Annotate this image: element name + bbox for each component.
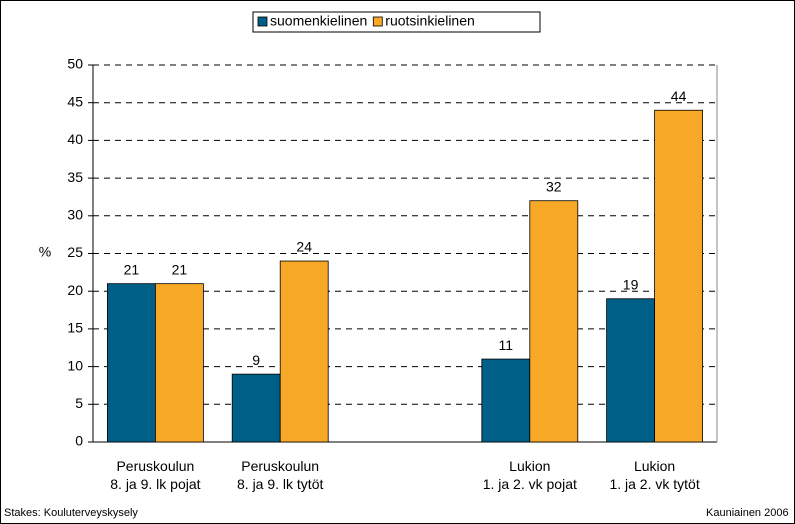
legend-label: ruotsinkielinen [385, 13, 475, 29]
bar [279, 260, 329, 443]
data-label: 44 [671, 88, 687, 104]
legend-swatch [372, 16, 383, 27]
data-label: 24 [296, 239, 312, 255]
y-tick-label: 15 [67, 320, 83, 336]
y-tick-label: 10 [67, 357, 83, 373]
x-tick-label: Lukion 1. ja 2. vk pojat [482, 458, 577, 492]
y-tick-label: 50 [67, 56, 83, 72]
data-label: 32 [546, 178, 562, 194]
legend-box [252, 11, 541, 33]
legend-swatch [257, 16, 268, 27]
bar [481, 358, 531, 443]
bar [107, 283, 156, 443]
footer: Kauniainen 2006 [706, 507, 789, 519]
data-label: 19 [623, 276, 639, 292]
data-label: 11 [499, 337, 514, 353]
y-tick-label: 45 [67, 93, 83, 109]
y-tick-label: 0 [75, 433, 83, 449]
y-axis-label: % [39, 244, 51, 260]
x-tick-label: Lukion 1. ja 2. vk tytöt [609, 458, 700, 492]
legend-label: suomenkielinen [270, 13, 367, 29]
bar [654, 109, 703, 443]
y-tick-label: 40 [67, 131, 83, 147]
bar [529, 200, 579, 443]
y-tick-label: 35 [67, 169, 83, 185]
y-tick-label: 25 [67, 244, 83, 260]
x-tick-label: Peruskoulun 8. ja 9. lk pojat [110, 458, 201, 492]
data-label: 21 [172, 261, 188, 277]
x-tick-label: Peruskoulun 8. ja 9. lk tytöt [237, 458, 324, 492]
bar [231, 373, 281, 443]
y-tick-label: 30 [67, 207, 83, 223]
source: Stakes: Kouluterveyskysely [4, 507, 138, 519]
bar [154, 283, 204, 443]
bar [606, 298, 655, 443]
y-tick-label: 5 [75, 395, 83, 411]
data-label: 21 [124, 261, 140, 277]
data-label: 9 [252, 352, 260, 368]
y-tick-label: 20 [67, 282, 83, 298]
